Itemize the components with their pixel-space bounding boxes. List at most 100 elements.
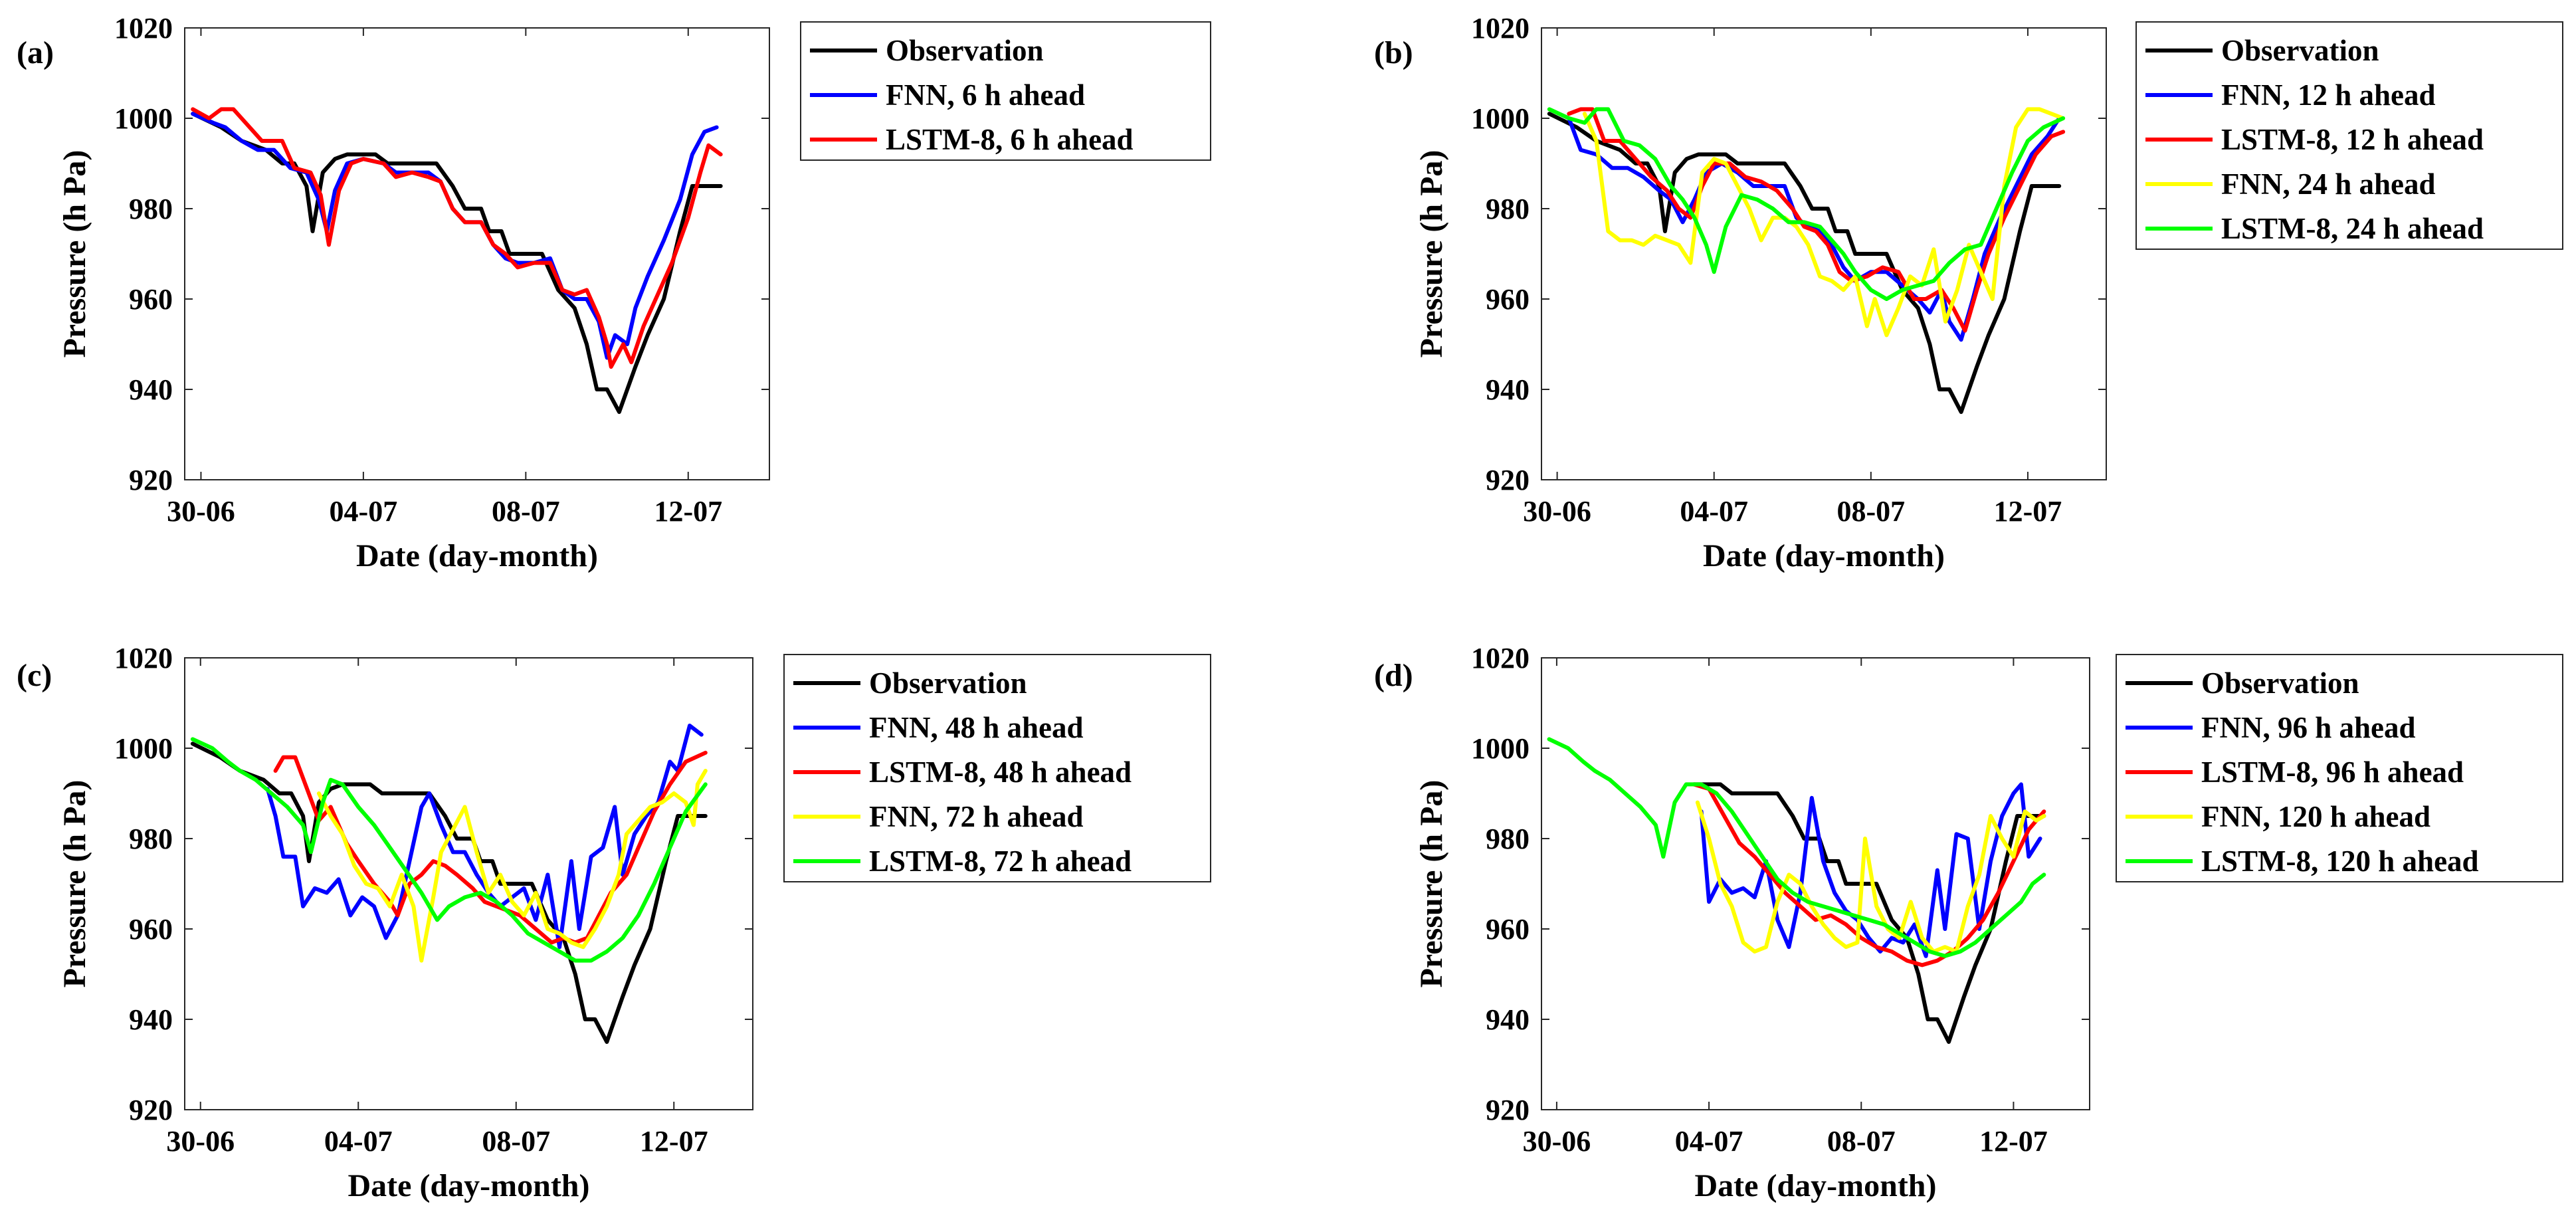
chart-panel-3: 920 940 960 980 1000 1020 30-06 04-07 08-07 12-07…: [17, 642, 1211, 1203]
y-axis-label: Pressure (h Pa): [57, 150, 92, 358]
series-line-lstm-8-120-h-ahead: [1547, 737, 2046, 958]
plot-area: [1541, 27, 2107, 480]
series-line-observation: [190, 742, 708, 1044]
legend-label: LSTM-8, 48 h ahead: [869, 756, 1132, 789]
legend-label: FNN, 12 h ahead: [2221, 78, 2436, 112]
x-tick-label: 04-07: [1675, 1125, 1743, 1158]
y-tick-label: 1020: [114, 642, 173, 674]
x-axis-label: Date (day-month): [348, 1168, 590, 1203]
y-tick-label: 1020: [114, 12, 173, 45]
chart-panel-4: 920 940 960 980 1000 1020 30-06 04-07 08-07 12-07…: [1374, 642, 2563, 1203]
y-tick-label: 940: [129, 1003, 173, 1036]
legend-label: LSTM-8, 12 h ahead: [2221, 123, 2484, 156]
legend: Observation FNN, 6 h ahead LSTM-8, 6 h ahe…: [800, 21, 1211, 161]
legend-label: FNN, 120 h ahead: [2201, 800, 2430, 833]
legend-label: LSTM-8, 24 h ahead: [2221, 212, 2484, 245]
legend-label: Observation: [869, 666, 1027, 700]
y-tick-label: 940: [129, 373, 173, 406]
y-tick-label: 980: [1486, 193, 1530, 225]
legend-label: Observation: [2201, 666, 2359, 700]
series-line-fnn-6-h-ahead: [191, 112, 719, 360]
x-tick-label: 30-06: [1523, 1125, 1591, 1158]
x-tick-label: 12-07: [1994, 495, 2062, 528]
y-axis-label: Pressure (h Pa): [57, 780, 92, 988]
y-tick-label: 1020: [1471, 12, 1530, 45]
legend-label: Observation: [2221, 34, 2379, 67]
x-tick-label: 30-06: [166, 1125, 235, 1158]
series-line-fnn-72-h-ahead: [316, 769, 708, 963]
y-tick-label: 980: [129, 823, 173, 855]
legend-box: [2135, 21, 2563, 250]
y-tick-label: 940: [1486, 373, 1530, 406]
series-line-lstm-8-6-h-ahead: [191, 107, 723, 369]
y-tick-label: 920: [129, 464, 173, 496]
y-tick-label: 960: [1486, 913, 1530, 946]
chart-panel-2: 920 940 960 980 1000 1020 30-06 04-07 08-07 12-07…: [1374, 12, 2563, 573]
y-axis-label: Pressure (h Pa): [1414, 780, 1449, 988]
y-tick-label: 960: [129, 283, 173, 316]
legend-box: [783, 654, 1211, 882]
y-tick-label: 1000: [114, 732, 173, 765]
legend-box: [800, 21, 1211, 161]
series-line-observation: [1547, 112, 2062, 414]
x-tick-label: 04-07: [1680, 495, 1748, 528]
y-tick-label: 1000: [114, 102, 173, 135]
legend-label: LSTM-8, 120 h ahead: [2201, 845, 2479, 878]
x-tick-label: 12-07: [654, 495, 722, 528]
series-line-lstm-8-24-h-ahead: [1547, 107, 2066, 301]
legend-label: FNN, 72 h ahead: [869, 800, 1084, 833]
legend-box: [2116, 654, 2563, 882]
y-tick-label: 960: [129, 913, 173, 946]
panel-label: (a): [17, 35, 54, 70]
legend-label: FNN, 96 h ahead: [2201, 711, 2416, 744]
legend-label: LSTM-8, 72 h ahead: [869, 845, 1132, 878]
series-line-fnn-24-h-ahead: [1582, 107, 2066, 338]
plot-area: [184, 27, 770, 480]
y-tick-label: 1000: [1471, 732, 1530, 765]
x-tick-label: 08-07: [1837, 495, 1906, 528]
legend-label: FNN, 24 h ahead: [2221, 167, 2436, 201]
x-tick-label: 08-07: [492, 495, 560, 528]
chart-panel-1: 920 940 960 980 1000 1020 30-06 04-07 08-07 12-07…: [17, 12, 1211, 573]
y-tick-label: 920: [129, 1094, 173, 1126]
legend: Observation FNN, 48 h ahead LSTM-8, 48 h a…: [783, 654, 1211, 882]
series-line-lstm-8-12-h-ahead: [1567, 107, 2066, 333]
y-tick-label: 1000: [1471, 102, 1530, 135]
legend-label: LSTM-8, 96 h ahead: [2201, 756, 2464, 789]
y-tick-label: 940: [1486, 1003, 1530, 1036]
series-line-fnn-48-h-ahead: [265, 724, 704, 950]
legend-label: FNN, 48 h ahead: [869, 711, 1084, 744]
y-axis-label: Pressure (h Pa): [1414, 150, 1449, 358]
x-axis-label: Date (day-month): [1703, 538, 1945, 573]
x-tick-label: 12-07: [640, 1125, 708, 1158]
panel-label: (c): [17, 658, 52, 693]
series-line-lstm-8-96-h-ahead: [1692, 782, 2046, 967]
legend-label: LSTM-8, 6 h ahead: [886, 123, 1134, 156]
y-tick-label: 980: [129, 193, 173, 225]
x-tick-label: 12-07: [1979, 1125, 2048, 1158]
panel-label: (d): [1374, 658, 1413, 693]
x-tick-label: 30-06: [1523, 495, 1591, 528]
plot-area: [184, 657, 753, 1110]
panel-label: (b): [1374, 35, 1413, 70]
x-axis-label: Date (day-month): [356, 538, 598, 573]
x-tick-label: 30-06: [167, 495, 235, 528]
series-line-lstm-8-72-h-ahead: [190, 737, 708, 963]
x-tick-label: 04-07: [330, 495, 398, 528]
legend-label: FNN, 6 h ahead: [886, 78, 1085, 112]
plot-area: [1541, 657, 2090, 1110]
y-tick-label: 960: [1486, 283, 1530, 316]
x-tick-label: 08-07: [482, 1125, 550, 1158]
legend-label: Observation: [886, 34, 1044, 67]
y-tick-label: 980: [1486, 823, 1530, 855]
y-tick-label: 1020: [1471, 642, 1530, 674]
series-line-observation: [1692, 782, 2046, 1044]
x-axis-label: Date (day-month): [1695, 1168, 1937, 1203]
y-tick-label: 920: [1486, 1094, 1530, 1126]
x-tick-label: 08-07: [1827, 1125, 1896, 1158]
legend: Observation FNN, 12 h ahead LSTM-8, 12 h a…: [2135, 21, 2563, 250]
y-tick-label: 920: [1486, 464, 1530, 496]
legend: Observation FNN, 96 h ahead LSTM-8, 96 h a…: [2116, 654, 2563, 882]
series-line-fnn-120-h-ahead: [1695, 800, 2046, 954]
